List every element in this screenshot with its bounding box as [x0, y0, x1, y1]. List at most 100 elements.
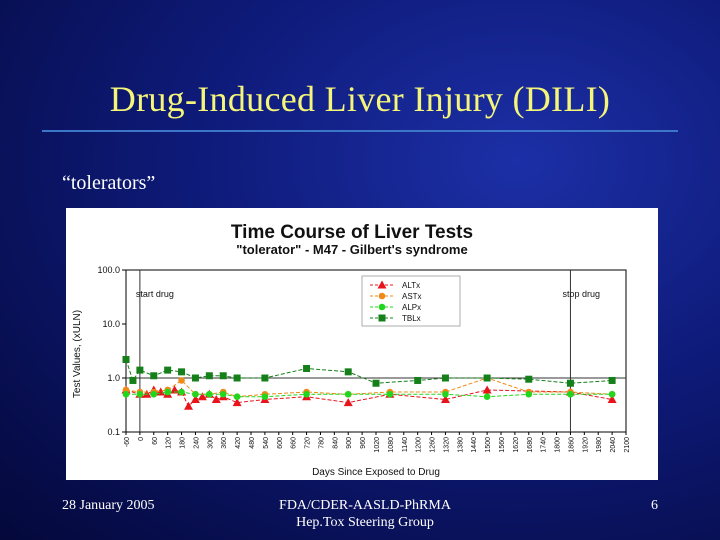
- data-point-alpx: [261, 393, 269, 401]
- liver-tests-chart: Time Course of Liver Tests "tolerator" -…: [72, 222, 631, 478]
- data-point-alpx: [525, 390, 533, 398]
- x-tick-label: 1080: [388, 437, 395, 453]
- data-point-tblx: [164, 366, 172, 374]
- legend-marker-tblx: [378, 314, 386, 322]
- data-point-alpx: [442, 390, 449, 398]
- x-tick-label: 0: [138, 437, 145, 441]
- data-point-altx: [197, 392, 207, 401]
- x-tick-label: 1860: [568, 437, 575, 453]
- chart-xlabel: Days Since Exposed to Drug: [312, 467, 440, 478]
- data-point-tblx: [608, 376, 616, 384]
- data-point-altx: [211, 394, 221, 403]
- data-point-altx: [607, 394, 617, 403]
- data-point-alpx: [233, 393, 241, 401]
- chart-panel: Time Course of Liver Tests "tolerator" -…: [66, 208, 658, 480]
- data-point-alpx: [483, 393, 491, 401]
- x-tick-label: 1320: [443, 437, 450, 453]
- slide-title: Drug-Induced Liver Injury (DILI): [109, 79, 611, 119]
- x-tick-label: 900: [346, 437, 353, 449]
- x-tick-label: 840: [332, 437, 339, 449]
- data-point-altx: [440, 394, 450, 403]
- data-point-tblx: [178, 368, 186, 376]
- data-point-altx: [190, 394, 200, 403]
- x-tick-label: 540: [263, 437, 270, 449]
- data-point-alpx: [206, 390, 213, 398]
- data-point-tblx: [525, 375, 533, 383]
- x-tick-label: 1800: [555, 437, 562, 453]
- data-point-altx: [170, 385, 180, 394]
- data-point-alpx: [567, 390, 574, 398]
- data-point-tblx: [566, 379, 574, 387]
- x-tick-label: 1500: [485, 437, 492, 453]
- x-tick-label: 1200: [416, 437, 423, 453]
- annotation-label: stop drug: [562, 289, 600, 299]
- x-tick-label: -60: [124, 437, 131, 447]
- x-tick-label: 2100: [624, 437, 631, 453]
- y-tick-label: 1.0: [107, 373, 120, 383]
- data-point-alpx: [178, 388, 185, 396]
- legend-label-altx: ALTx: [402, 281, 420, 290]
- data-point-tblx: [205, 372, 213, 380]
- x-tick-label: 420: [235, 437, 242, 449]
- x-tick-label: 1440: [471, 437, 478, 453]
- data-point-astx: [178, 377, 185, 384]
- data-point-tblx: [414, 376, 422, 384]
- data-point-alpx: [344, 390, 352, 398]
- legend-box: [361, 275, 461, 327]
- x-tick-label: 1740: [541, 437, 548, 453]
- x-tick-label: 2040: [610, 437, 617, 453]
- x-tick-label: 1620: [513, 437, 520, 453]
- data-point-alpx: [386, 390, 394, 398]
- x-tick-label: 1020: [374, 437, 381, 453]
- x-tick-label: 1980: [596, 437, 603, 453]
- footer-org-line1: FDA/CDER-AASLD-PhRMA: [279, 498, 451, 513]
- legend-label-astx: ASTx: [402, 292, 422, 301]
- legend-label-tblx: TBLx: [402, 314, 421, 323]
- x-tick-label: 1680: [527, 437, 534, 453]
- page-number: 6: [651, 498, 658, 513]
- data-point-altx: [184, 401, 193, 410]
- data-point-tblx: [344, 368, 352, 376]
- x-tick-label: 1140: [402, 437, 409, 452]
- annotation-label: start drug: [136, 289, 174, 299]
- data-point-alpx: [192, 390, 199, 398]
- y-tick-label: 0.1: [107, 427, 120, 437]
- data-point-tblx: [219, 372, 227, 380]
- x-tick-label: 1560: [499, 437, 506, 453]
- legend-label-alpx: ALPx: [402, 303, 421, 312]
- data-point-tblx: [136, 366, 144, 374]
- y-tick-label: 100.0: [97, 265, 120, 275]
- data-point-alpx: [164, 388, 171, 396]
- data-point-alpx: [608, 390, 616, 398]
- x-tick-label: 480: [249, 437, 256, 449]
- x-tick-label: 360: [221, 437, 228, 449]
- data-point-tblx: [191, 374, 199, 382]
- chart-subtitle: "tolerator" - M47 - Gilbert's syndrome: [236, 242, 467, 257]
- data-point-tblx: [372, 379, 380, 387]
- x-tick-label: 240: [193, 437, 200, 449]
- legend-marker-astx: [378, 292, 386, 300]
- footer-organization: FDA/CDER-AASLD-PhRMA Hep.Tox Steering Gr…: [240, 497, 490, 531]
- x-tick-label: 60: [152, 437, 159, 445]
- x-tick-label: 1380: [457, 437, 464, 453]
- x-tick-label: 300: [207, 437, 214, 449]
- data-point-tblx: [129, 376, 137, 384]
- data-point-tblx: [122, 356, 130, 364]
- data-point-altx: [482, 385, 492, 394]
- x-tick-label: 960: [360, 437, 367, 449]
- data-point-alpx: [150, 390, 158, 398]
- y-tick-label: 10.0: [102, 319, 120, 329]
- data-point-tblx: [233, 374, 241, 382]
- data-point-alpx: [219, 390, 227, 398]
- legend-marker-alpx: [378, 303, 386, 311]
- x-tick-label: 1920: [582, 437, 589, 453]
- slide-subtitle: “tolerators”: [62, 172, 156, 194]
- x-tick-label: 660: [291, 437, 298, 449]
- x-tick-label: 600: [277, 437, 284, 449]
- chart-title: Time Course of Liver Tests: [231, 222, 473, 243]
- x-tick-label: 120: [166, 437, 173, 449]
- data-point-altx: [343, 398, 353, 407]
- x-tick-label: 180: [180, 437, 187, 449]
- data-point-altx: [232, 398, 242, 407]
- data-point-tblx: [441, 374, 449, 382]
